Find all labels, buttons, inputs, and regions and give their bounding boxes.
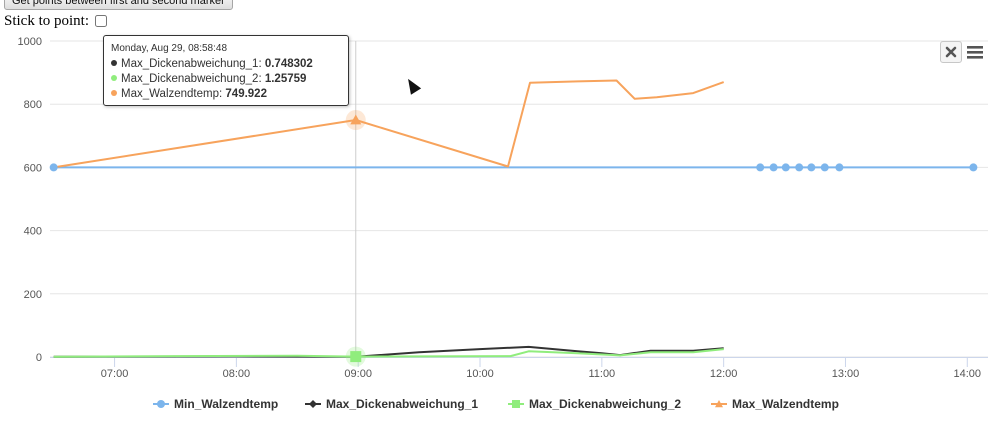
tooltip-row: Max_Walzendtemp: 749.922	[111, 87, 341, 102]
tooltip-series-name: Max_Dickenabweichung_2	[121, 73, 259, 85]
series-line	[53, 348, 724, 358]
x-tick-label: 13:00	[832, 368, 860, 380]
legend-item[interactable]: Min_Walzendtemp	[153, 397, 278, 411]
x-tick-label: 14:00	[954, 368, 982, 380]
x-tick-label: 12:00	[710, 368, 738, 380]
x-tick-label: 08:00	[223, 368, 251, 380]
series-dot-icon	[111, 60, 117, 66]
legend-label: Min_Walzendtemp	[174, 397, 278, 411]
series-dot-icon	[111, 90, 117, 96]
data-point	[795, 163, 804, 172]
x-tick-label: 07:00	[101, 368, 129, 380]
x-tick-label: 09:00	[344, 368, 372, 380]
data-point	[350, 114, 362, 125]
x-tick-label: 10:00	[466, 368, 494, 380]
stick-to-point-label: Stick to point:	[4, 12, 90, 29]
tooltip-series-name: Max_Dickenabweichung_1	[121, 58, 259, 70]
legend-marker	[715, 400, 723, 408]
tooltip-series-value: 749.922	[225, 88, 267, 100]
legend-item[interactable]: Max_Dickenabweichung_2	[508, 397, 681, 411]
close-button[interactable]	[940, 41, 962, 63]
hamburger-menu-icon	[967, 46, 983, 59]
y-tick-label: 800	[24, 99, 42, 111]
series-dot-icon	[111, 75, 117, 81]
tooltip-row: Max_Dickenabweichung_1: 0.748302	[111, 57, 341, 72]
y-tick-label: 1000	[18, 36, 42, 48]
legend-item[interactable]: Max_Dickenabweichung_1	[305, 397, 478, 411]
chart-menu-button[interactable]	[964, 41, 986, 63]
data-point	[769, 163, 778, 172]
x-tick-label: 11:00	[588, 368, 615, 380]
legend-label: Max_Dickenabweichung_2	[529, 397, 681, 411]
tooltip-header: Monday, Aug 29, 08:58:48	[111, 43, 228, 54]
tooltip-series-value: 0.748302	[264, 58, 313, 70]
data-point	[820, 163, 829, 172]
legend-label: Max_Dickenabweichung_1	[326, 397, 478, 411]
tooltip-series-name: Max_Walzendtemp	[121, 88, 220, 100]
y-tick-label: 0	[36, 352, 42, 364]
stick-to-point-checkbox[interactable]	[95, 15, 108, 27]
legend-marker	[512, 400, 520, 408]
legend-marker	[157, 400, 165, 408]
series-line	[53, 79, 725, 169]
y-tick-label: 600	[24, 162, 42, 174]
y-tick-label: 200	[24, 289, 42, 301]
data-point	[756, 163, 765, 172]
chart-tooltip: Monday, Aug 29, 08:58:48 Max_Dickenabwei…	[103, 35, 349, 106]
legend-label: Max_Walzendtemp	[732, 397, 839, 411]
get-points-button[interactable]: Get points between first and second mark…	[4, 0, 233, 10]
data-point	[350, 351, 362, 363]
legend-marker	[309, 400, 317, 408]
tooltip-series-value: 1.25759	[264, 73, 307, 85]
close-icon	[945, 46, 957, 58]
data-point	[781, 163, 790, 172]
y-tick-label: 400	[24, 226, 42, 238]
stick-to-point-row: Stick to point:	[4, 11, 108, 31]
data-point	[969, 163, 978, 172]
data-point	[49, 163, 58, 172]
data-point	[835, 163, 844, 172]
tooltip-row: Max_Dickenabweichung_2: 1.25759	[111, 72, 341, 87]
legend-item[interactable]: Max_Walzendtemp	[711, 397, 839, 411]
data-point	[807, 163, 816, 172]
